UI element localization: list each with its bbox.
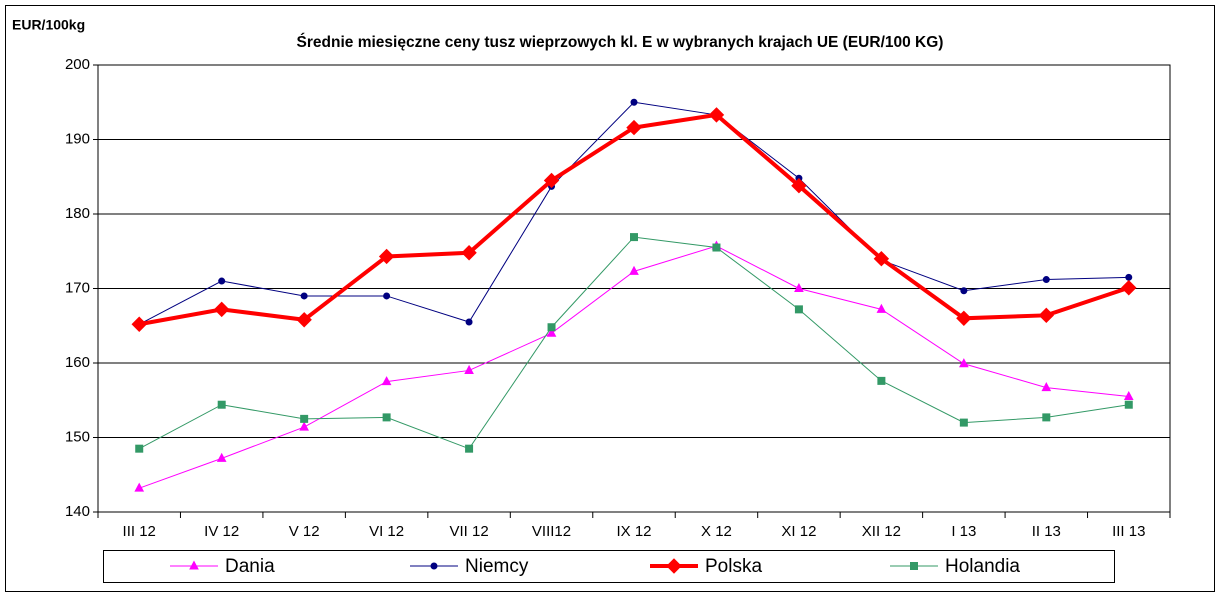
x-tick-label: II 13 (1032, 523, 1061, 540)
marker (381, 376, 392, 386)
legend-marker (430, 562, 438, 570)
marker (794, 305, 803, 314)
marker (213, 301, 230, 318)
marker (543, 172, 560, 189)
legend-label: Dania (225, 556, 275, 577)
legend-marker (910, 562, 918, 570)
marker (378, 248, 395, 265)
marker (959, 418, 968, 427)
marker (708, 107, 725, 123)
marker (1121, 280, 1137, 296)
marker (383, 292, 391, 300)
x-tick-label: VIII12 (532, 523, 571, 540)
marker (1038, 307, 1055, 324)
marker (956, 310, 972, 327)
marker (296, 312, 312, 328)
marker (461, 245, 477, 261)
marker (300, 414, 309, 423)
marker (791, 177, 807, 194)
marker (465, 318, 473, 326)
marker (629, 265, 639, 275)
marker (873, 250, 890, 267)
marker (876, 303, 887, 313)
marker (135, 444, 144, 453)
x-tick-label: X 12 (701, 523, 732, 540)
marker (300, 292, 308, 300)
marker (131, 316, 147, 332)
y-tick-label: 140 (65, 503, 90, 520)
x-tick-label: V 12 (289, 523, 320, 540)
legend-marker (189, 560, 199, 570)
legend-label: Polska (705, 556, 762, 577)
marker (630, 98, 638, 106)
x-tick-label: VII 12 (449, 523, 488, 540)
y-tick-label: 160 (65, 354, 90, 371)
marker (299, 421, 309, 431)
x-tick-label: IX 12 (616, 523, 651, 540)
marker (547, 323, 556, 332)
x-tick-label: XI 12 (781, 523, 816, 540)
x-tick-label: XII 12 (862, 523, 901, 540)
marker (216, 452, 227, 462)
y-tick-label: 180 (65, 205, 90, 222)
marker (630, 233, 638, 242)
marker (217, 400, 226, 409)
x-tick-label: I 13 (951, 523, 976, 540)
legend-label: Holandia (945, 556, 1020, 577)
marker (959, 358, 969, 368)
marker (134, 482, 145, 492)
marker (626, 119, 642, 136)
marker (1123, 390, 1134, 401)
x-tick-label: III 12 (123, 523, 156, 540)
marker (464, 364, 474, 374)
x-tick-label: VI 12 (369, 523, 404, 540)
marker (960, 287, 968, 295)
marker (1124, 400, 1133, 409)
marker (1042, 276, 1050, 284)
marker (218, 277, 226, 285)
marker (465, 444, 474, 453)
marker (1041, 382, 1052, 392)
y-tick-label: 170 (65, 279, 90, 296)
marker (794, 282, 804, 292)
legend-label: Niemcy (465, 556, 529, 577)
marker (546, 327, 557, 337)
marker (382, 413, 391, 422)
x-tick-label: IV 12 (204, 523, 239, 540)
x-tick-label: III 13 (1112, 523, 1145, 540)
legend-marker (666, 558, 682, 574)
chart-title: Średnie miesięczne ceny tusz wieprzowych… (297, 33, 944, 51)
y-axis-label: EUR/100kg (12, 17, 85, 33)
marker (1125, 273, 1133, 281)
legend-box (103, 550, 1115, 583)
y-tick-label: 200 (65, 56, 90, 73)
y-tick-label: 150 (65, 428, 90, 445)
marker (712, 243, 721, 252)
y-tick-label: 190 (65, 130, 90, 147)
marker (877, 376, 886, 385)
marker (1042, 413, 1051, 422)
